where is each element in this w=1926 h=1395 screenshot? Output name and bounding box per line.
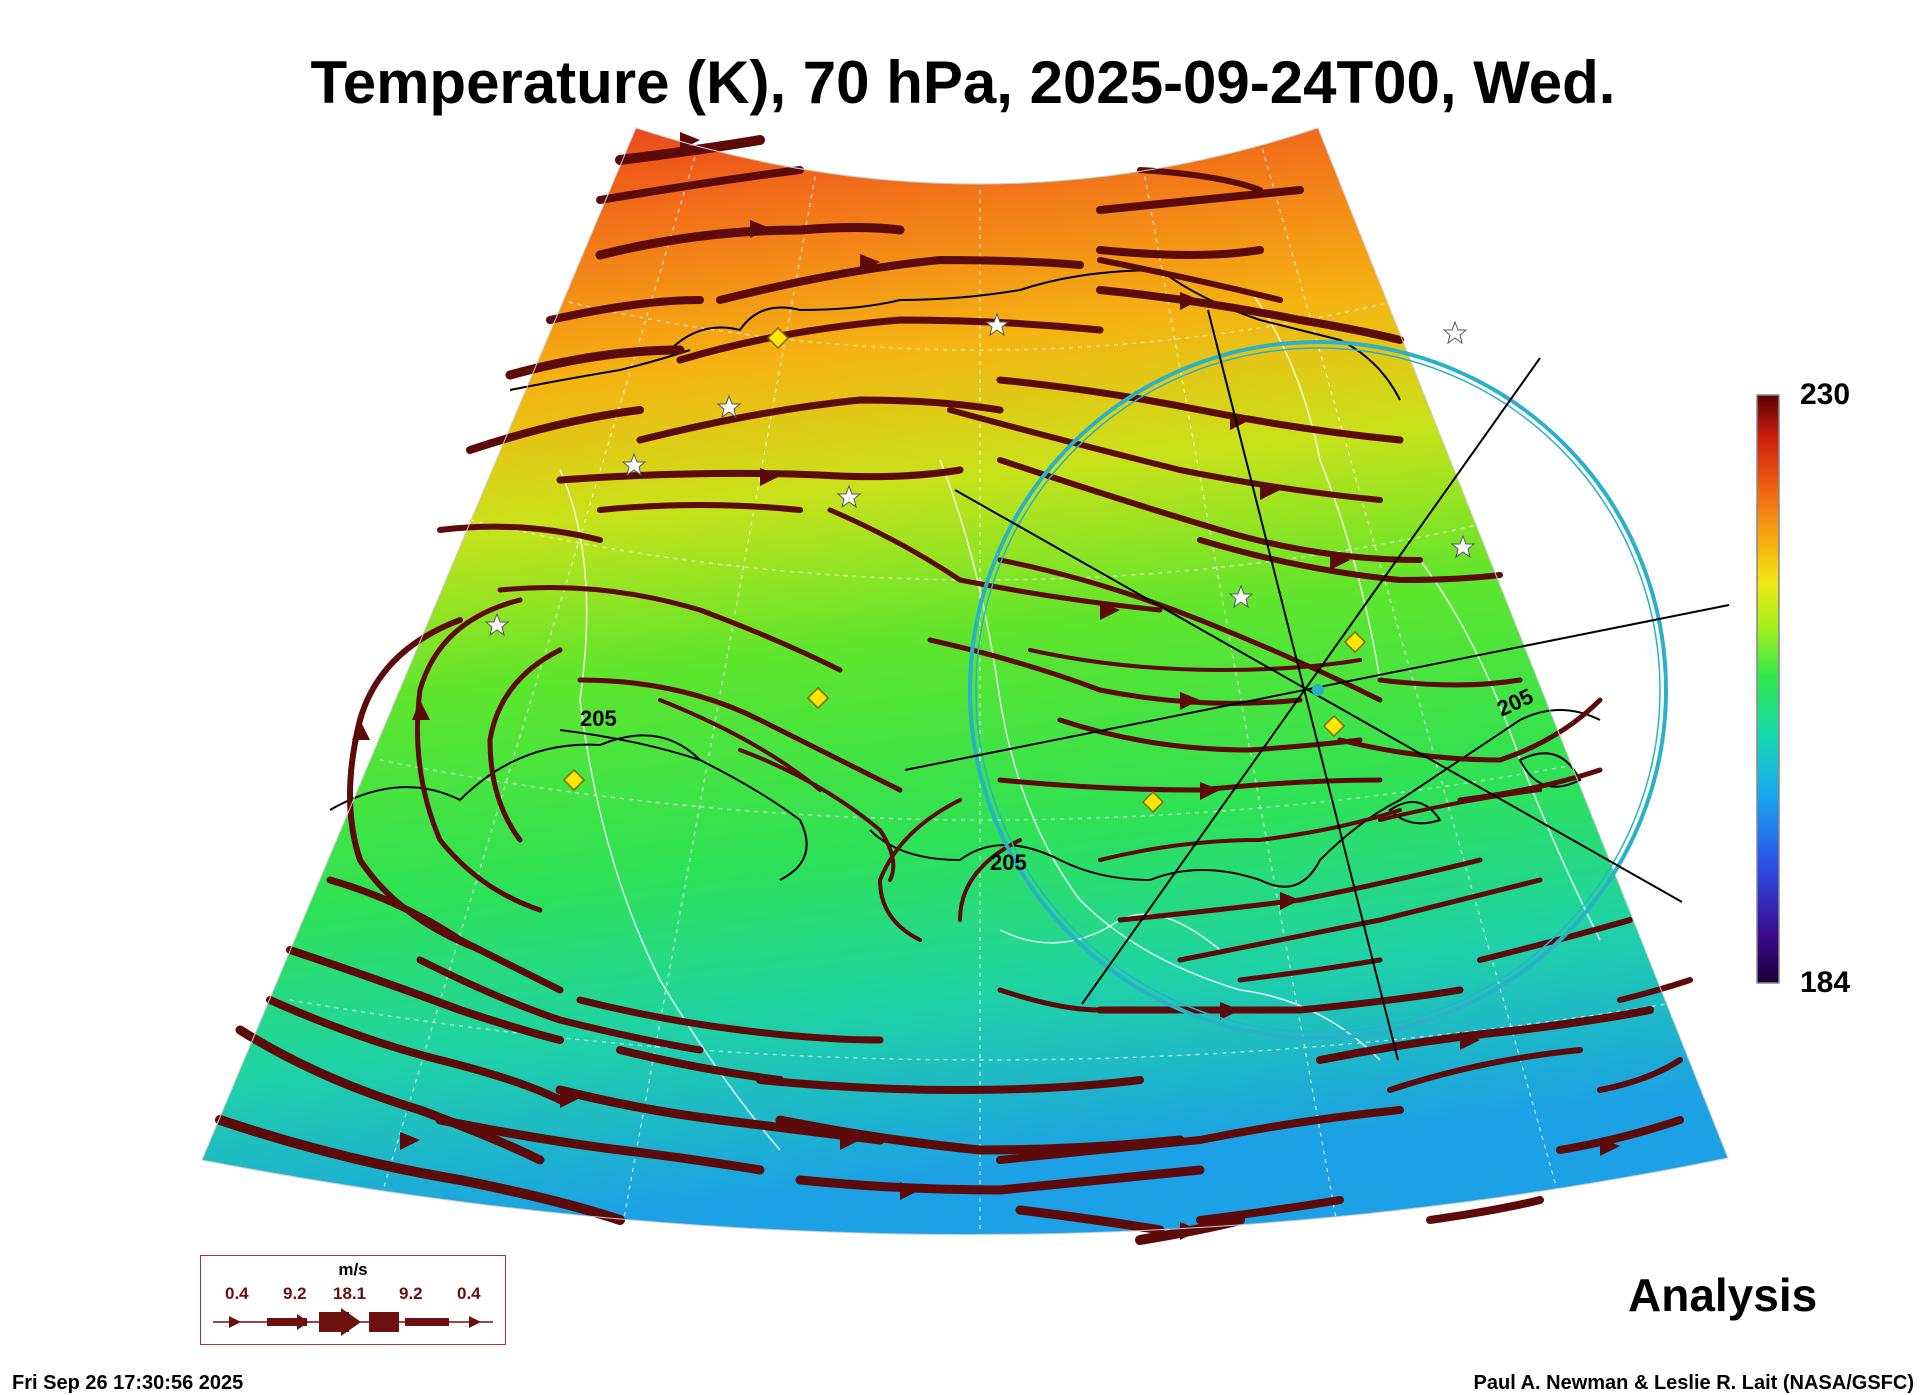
center-point	[1312, 684, 1324, 696]
streamlines	[215, 135, 1693, 1245]
legend-value-2: 9.2	[283, 1284, 307, 1303]
map-title: Temperature (K), 70 hPa, 2025-09-24T00, …	[310, 49, 1616, 116]
legend-value-1: 0.4	[225, 1284, 249, 1303]
stream-arrowheads	[352, 132, 1620, 1240]
legend-arrows	[213, 1308, 493, 1336]
timestamp: Fri Sep 26 17:30:56 2025	[12, 1372, 244, 1394]
station-stars	[484, 312, 1476, 637]
contour-label-1: 205	[580, 706, 617, 731]
colorbar	[1756, 394, 1780, 984]
legend-unit: m/s	[338, 1260, 368, 1279]
map-outline	[201, 127, 1729, 1235]
analysis-label: Analysis	[1628, 1269, 1818, 1321]
map-sector	[202, 128, 1728, 1235]
wind-speed-legend: m/s 0.4 9.2 18.1 9.2 0.4	[200, 1255, 506, 1345]
legend-value-4: 9.2	[399, 1284, 423, 1303]
legend-value-3: 18.1	[333, 1284, 367, 1303]
colorbar-min-label: 184	[1800, 966, 1851, 999]
credit: Paul A. Newman & Leslie R. Lait (NASA/GS…	[1473, 1372, 1914, 1394]
colorbar-max-label: 230	[1800, 378, 1851, 411]
contour-205	[329, 268, 1601, 888]
legend-value-5: 0.4	[457, 1284, 481, 1303]
station-diamonds	[562, 326, 1367, 814]
analysis-circle	[968, 340, 1668, 1040]
contour-label-2: 205	[990, 850, 1027, 875]
